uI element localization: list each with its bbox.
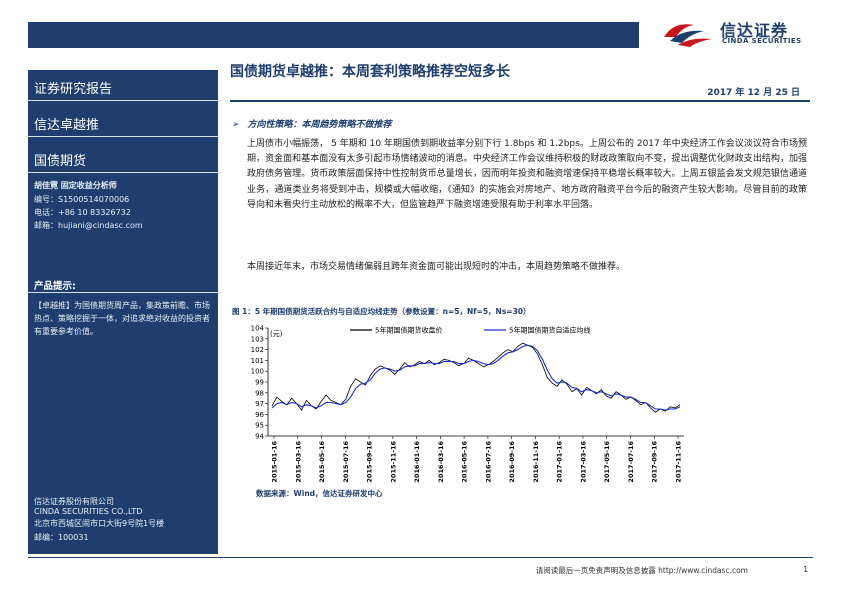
y-tick-label: 104 <box>251 325 265 333</box>
footer-disclaimer[interactable]: 请阅读最后一页免责声明及信息披露 http://www.cindasc.com <box>535 566 748 575</box>
company-cn: 信达证券股份有限公司 <box>34 497 114 506</box>
x-tick-label: 2015-11-16 <box>389 441 397 483</box>
x-tick-label: 2015-01-16 <box>271 441 279 483</box>
arrow-bullet-icon: ➢ <box>232 120 240 130</box>
cinda-logo: 信达证券 CINDA SECURITIES <box>660 17 820 51</box>
x-tick-label: 2017-05-16 <box>603 441 611 483</box>
top-banner <box>28 22 639 48</box>
sidebar-divider <box>28 292 218 293</box>
sidebar-divider <box>28 136 218 137</box>
x-tick-label: 2016-03-16 <box>437 441 445 483</box>
sidebar-divider <box>28 172 218 173</box>
x-tick-label: 2016-01-16 <box>413 441 421 483</box>
analyst-email[interactable]: 邮箱：hujiani@cindasc.com <box>34 221 143 230</box>
y-tick-label: 101 <box>251 357 264 365</box>
x-tick-label: 2017-11-16 <box>675 441 683 483</box>
sidebar-divider <box>28 100 218 101</box>
x-axis: 2015-01-16 2015-03-16 2015-05-16 2015-07-16… <box>268 435 684 483</box>
y-tick-label: 102 <box>251 346 264 354</box>
product-tip-text: 【卓越推】为国债期货周产品，集政策前瞻、市场热点、策略挖掘于一体，对追求绝对收益… <box>34 301 210 336</box>
page-title: 国债期货卓越推：本周套利策略推荐空短多长 <box>230 64 510 80</box>
page-number: 1 <box>803 565 808 574</box>
y-tick-label: 103 <box>251 335 264 343</box>
sidebar: 证券研究报告 信达卓越推 国债期货 胡佳霓 固定收益分析师 编号：S150051… <box>28 70 218 554</box>
y-axis-label: (元) <box>270 330 283 338</box>
series-name: 信达卓越推 <box>34 118 100 133</box>
company-address: 北京市西城区闹市口大街9号院1号楼 <box>34 519 165 528</box>
y-tick-label: 98 <box>255 389 264 397</box>
x-tick-label: 2017-01-16 <box>556 441 564 483</box>
x-tick-label: 2016-09-16 <box>508 441 516 483</box>
x-tick-label: 2015-09-16 <box>366 441 374 483</box>
y-tick-label: 95 <box>255 422 264 430</box>
x-tick-label: 2016-05-16 <box>461 441 469 483</box>
paragraph-2: 本周接近年末，市场交易情绪偏弱且跨年资金面可能出现短时的冲击，本周趋势策略不做推… <box>247 262 626 272</box>
report-date: 2017 年 12 月 25 日 <box>707 88 800 98</box>
x-tick-label: 2016-07-16 <box>484 441 492 483</box>
company-en: CINDA SECURITIES CO.,LTD <box>34 507 143 516</box>
logo-cn: 信达证券 <box>720 21 789 40</box>
x-tick-label: 2015-07-16 <box>342 441 350 483</box>
section-heading-text: 方向性策略：本周趋势策略不做推荐 <box>247 120 392 130</box>
y-tick-label: 100 <box>251 368 264 376</box>
analyst-reg-no: 编号：S1500514070006 <box>34 195 130 204</box>
x-tick-label: 2017-07-16 <box>627 441 635 483</box>
series-line-adaptive-ma <box>271 344 681 411</box>
category-name: 国债期货 <box>34 154 87 169</box>
x-tick-label: 2015-05-16 <box>318 441 326 483</box>
report-type: 证券研究报告 <box>34 82 113 97</box>
legend-label: 5年期国债期货收盘价 <box>375 326 442 335</box>
chart-legend: 5年期国债期货收盘价 5年期国债期货自适应均线 <box>350 326 590 335</box>
paragraph-1: 上周债市小幅振荡， 5 年期和 10 年期国债到期收益率分别下行 1.8bps … <box>247 139 807 210</box>
figure-title: 图 1：5 年期国债期货活跃合约与自适应均线走势（参数设置：n=5，Nf=5，N… <box>232 307 531 316</box>
footer-rule <box>28 557 813 558</box>
y-axis: 94 95 96 97 98 99 100 101 102 103 104 <box>251 325 269 441</box>
section-heading: ➢ 方向性策略：本周趋势策略不做推荐 <box>232 117 392 130</box>
company-postcode: 邮编：100031 <box>34 533 89 542</box>
y-tick-label: 94 <box>255 433 264 441</box>
logo-en: CINDA SECURITIES <box>722 37 802 45</box>
x-tick-label: 2017-09-16 <box>651 441 659 483</box>
product-tip-label: 产品提示: <box>34 281 76 292</box>
title-rule <box>230 100 810 102</box>
x-tick-label: 2016-11-16 <box>532 441 540 483</box>
x-tick-label: 2017-03-16 <box>579 441 587 483</box>
cinda-logo-icon <box>664 24 712 47</box>
analyst-name: 胡佳霓 固定收益分析师 <box>34 181 117 190</box>
x-tick-label: 2015-03-16 <box>294 441 302 483</box>
figure-source: 数据来源：Wind，信达证券研发中心 <box>256 489 383 498</box>
analyst-phone: 电话：+86 10 83326732 <box>34 208 131 217</box>
chart-series <box>271 342 681 413</box>
legend-label: 5年期国债期货自适应均线 <box>509 326 590 335</box>
y-tick-label: 97 <box>255 400 264 408</box>
y-tick-label: 96 <box>255 411 264 419</box>
y-tick-label: 99 <box>255 379 264 387</box>
